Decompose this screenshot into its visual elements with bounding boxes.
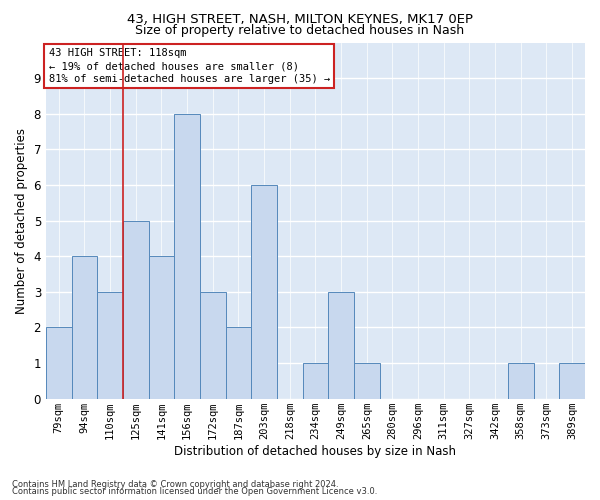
Text: 43 HIGH STREET: 118sqm
← 19% of detached houses are smaller (8)
81% of semi-deta: 43 HIGH STREET: 118sqm ← 19% of detached… <box>49 48 330 84</box>
Bar <box>354 363 380 398</box>
X-axis label: Distribution of detached houses by size in Nash: Distribution of detached houses by size … <box>175 444 457 458</box>
Bar <box>174 114 200 399</box>
Text: Contains public sector information licensed under the Open Government Licence v3: Contains public sector information licen… <box>12 487 377 496</box>
Bar <box>302 363 328 398</box>
Bar <box>123 220 149 398</box>
Bar <box>508 363 533 398</box>
Bar <box>559 363 585 398</box>
Bar <box>251 185 277 398</box>
Bar <box>226 328 251 398</box>
Bar <box>328 292 354 399</box>
Text: 43, HIGH STREET, NASH, MILTON KEYNES, MK17 0EP: 43, HIGH STREET, NASH, MILTON KEYNES, MK… <box>127 12 473 26</box>
Y-axis label: Number of detached properties: Number of detached properties <box>15 128 28 314</box>
Bar <box>149 256 174 398</box>
Text: Size of property relative to detached houses in Nash: Size of property relative to detached ho… <box>136 24 464 37</box>
Bar <box>71 256 97 398</box>
Text: Contains HM Land Registry data © Crown copyright and database right 2024.: Contains HM Land Registry data © Crown c… <box>12 480 338 489</box>
Bar <box>46 328 71 398</box>
Bar <box>200 292 226 399</box>
Bar <box>97 292 123 399</box>
